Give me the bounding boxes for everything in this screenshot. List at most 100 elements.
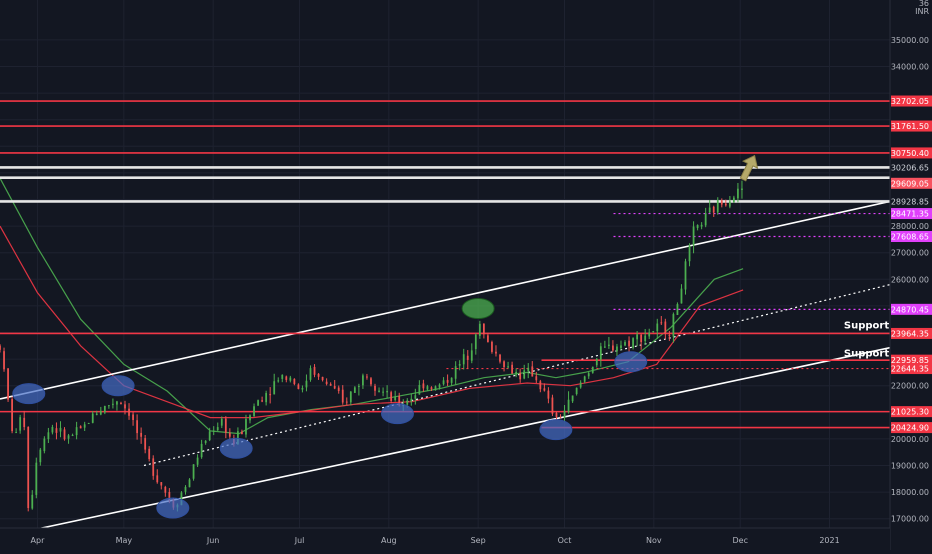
candle-body (470, 350, 473, 361)
candle-body (539, 381, 542, 390)
candle-body (241, 431, 243, 435)
candle-body (515, 371, 518, 375)
candle (418, 380, 421, 395)
candle (446, 374, 449, 386)
candle-body (535, 376, 538, 381)
candle-body (357, 385, 360, 387)
candle-body (107, 405, 110, 407)
candle (720, 198, 723, 208)
candle (410, 393, 413, 406)
candle (120, 401, 122, 405)
candle (164, 485, 167, 497)
candle-body (200, 443, 203, 458)
candle (547, 387, 550, 404)
candle-body (422, 383, 425, 389)
candle-body (297, 384, 300, 389)
candle (668, 331, 671, 341)
candle-body (3, 351, 5, 370)
y-tick-label-2: 19000.00 (891, 461, 929, 470)
level-tag-10: 22959.85 (891, 356, 929, 365)
y-tick-label-5: 22000.00 (891, 382, 929, 391)
candle-body (692, 226, 695, 246)
candle-body (349, 391, 352, 403)
candle-body (15, 432, 18, 434)
x-tick-label-8: Dec (732, 536, 747, 545)
candle (708, 199, 711, 214)
level-tag-7: 27608.65 (891, 233, 929, 242)
candle (724, 199, 727, 207)
candle-body (11, 399, 13, 432)
candle-body (555, 412, 558, 417)
candle (341, 385, 344, 405)
candle-body (728, 201, 731, 207)
candle (132, 411, 134, 426)
level-tag-4: 29609.05 (891, 179, 929, 188)
candle-body (116, 401, 118, 405)
candle (241, 429, 243, 435)
candle (458, 360, 461, 371)
level-tag-6: 28471.35 (891, 210, 929, 219)
level-tag-11: 22644.35 (891, 365, 929, 374)
candle-body (168, 491, 171, 501)
candle-body (446, 379, 449, 383)
candle-body (87, 423, 90, 425)
level-tag-bg-8 (891, 303, 932, 315)
candle (208, 427, 211, 442)
y-tick-label-0: 17000.00 (891, 515, 929, 524)
candle-body (71, 434, 74, 436)
level-tag-5: 28928.85 (891, 197, 929, 206)
candle (136, 414, 138, 440)
level-tag-8: 24870.45 (891, 305, 929, 314)
candle (430, 386, 433, 391)
candle (75, 421, 78, 440)
candle (55, 422, 58, 440)
candle (390, 390, 393, 404)
annotation-1: Support (844, 348, 889, 359)
candle (366, 373, 368, 380)
candle (309, 365, 312, 382)
candle-body (188, 479, 191, 488)
candle (156, 469, 159, 484)
candle (603, 340, 606, 349)
candle-body (442, 380, 445, 385)
candle (712, 205, 715, 217)
candle-body (378, 390, 380, 392)
candle-body (293, 378, 296, 384)
candle (575, 387, 578, 396)
candle (539, 379, 542, 393)
candle-body (196, 457, 199, 465)
y-tick-label-18: 35000.00 (891, 36, 929, 45)
candle-body (75, 427, 78, 436)
x-axis-panel[interactable] (0, 528, 890, 550)
channel-upper-line (0, 200, 891, 400)
y-axis-panel[interactable] (890, 0, 932, 550)
candle-body (281, 374, 284, 379)
candle (192, 464, 195, 481)
candle (374, 383, 376, 396)
candle (349, 391, 352, 406)
candle-body (620, 345, 622, 349)
candle (31, 490, 34, 510)
candle (579, 380, 582, 389)
candle-body (382, 391, 384, 393)
candle-body (732, 197, 735, 203)
currency-label: INR (915, 7, 929, 16)
candle (71, 433, 74, 437)
candle-body (487, 335, 489, 343)
candle-body (583, 376, 586, 382)
candle-body (136, 420, 138, 434)
candle (620, 340, 622, 351)
candle (741, 180, 743, 199)
candle (583, 375, 586, 384)
level-tag-1: 31761.50 (891, 122, 929, 131)
candle (325, 378, 328, 386)
candle-body (724, 203, 727, 206)
level-tag-bg-10 (891, 354, 932, 366)
candle (680, 284, 683, 304)
pivot-circle-6 (539, 419, 573, 441)
candle (616, 343, 618, 356)
candle (454, 361, 457, 385)
